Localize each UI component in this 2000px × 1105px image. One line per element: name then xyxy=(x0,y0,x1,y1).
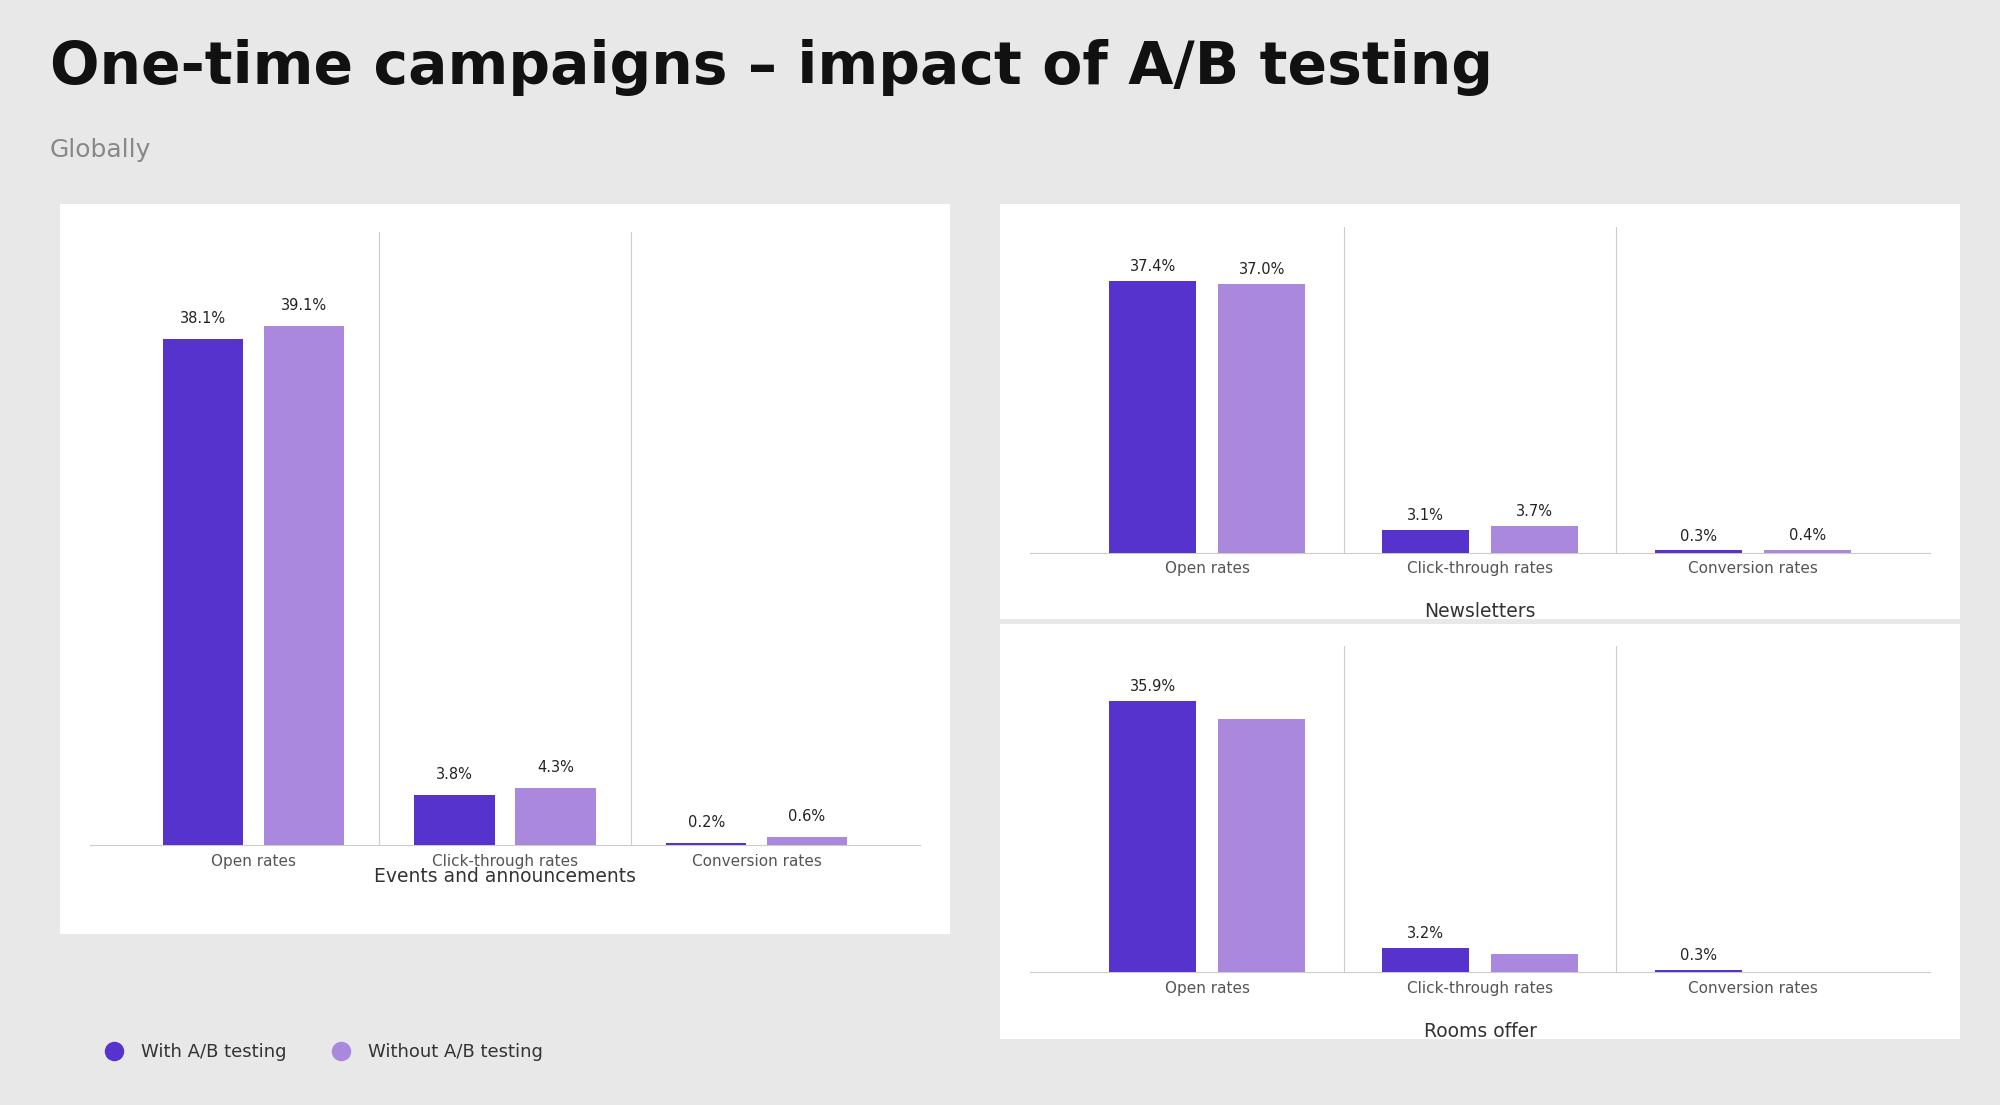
Bar xyxy=(1382,948,1470,972)
Bar xyxy=(1764,549,1850,552)
Bar xyxy=(516,788,596,845)
Bar xyxy=(162,339,244,845)
Text: 39.1%: 39.1% xyxy=(280,297,326,313)
Bar xyxy=(1654,550,1742,552)
Bar xyxy=(1110,281,1196,552)
Text: 3.1%: 3.1% xyxy=(1408,508,1444,523)
Text: Globally: Globally xyxy=(50,138,152,162)
Text: 0.3%: 0.3% xyxy=(1680,528,1716,544)
Bar xyxy=(1110,701,1196,972)
Bar xyxy=(1218,284,1306,552)
Bar xyxy=(1382,530,1470,552)
Text: 3.2%: 3.2% xyxy=(1406,926,1444,941)
Text: 0.3%: 0.3% xyxy=(1680,948,1716,964)
Bar xyxy=(1654,970,1742,972)
Bar xyxy=(1490,954,1578,972)
Text: Rooms offer: Rooms offer xyxy=(1424,1022,1536,1041)
Text: 0.4%: 0.4% xyxy=(1788,528,1826,543)
Bar xyxy=(666,843,746,845)
Text: 0.2%: 0.2% xyxy=(688,814,724,830)
Text: 4.3%: 4.3% xyxy=(536,760,574,776)
Text: 3.7%: 3.7% xyxy=(1516,504,1554,519)
Legend: With A/B testing, Without A/B testing: With A/B testing, Without A/B testing xyxy=(90,1035,550,1069)
Text: One-time campaigns – impact of A/B testing: One-time campaigns – impact of A/B testi… xyxy=(50,39,1492,96)
Bar xyxy=(264,326,344,845)
Text: 38.1%: 38.1% xyxy=(180,311,226,326)
Text: 3.8%: 3.8% xyxy=(436,767,474,782)
Text: Events and announcements: Events and announcements xyxy=(374,867,636,886)
Bar xyxy=(766,838,848,845)
Text: 37.4%: 37.4% xyxy=(1130,259,1176,274)
Text: 0.6%: 0.6% xyxy=(788,809,826,824)
Text: Newsletters: Newsletters xyxy=(1424,602,1536,621)
Text: 35.9%: 35.9% xyxy=(1130,678,1176,694)
Bar xyxy=(1490,526,1578,552)
Bar xyxy=(414,794,494,845)
Bar xyxy=(1218,719,1306,972)
Text: 37.0%: 37.0% xyxy=(1238,262,1286,277)
